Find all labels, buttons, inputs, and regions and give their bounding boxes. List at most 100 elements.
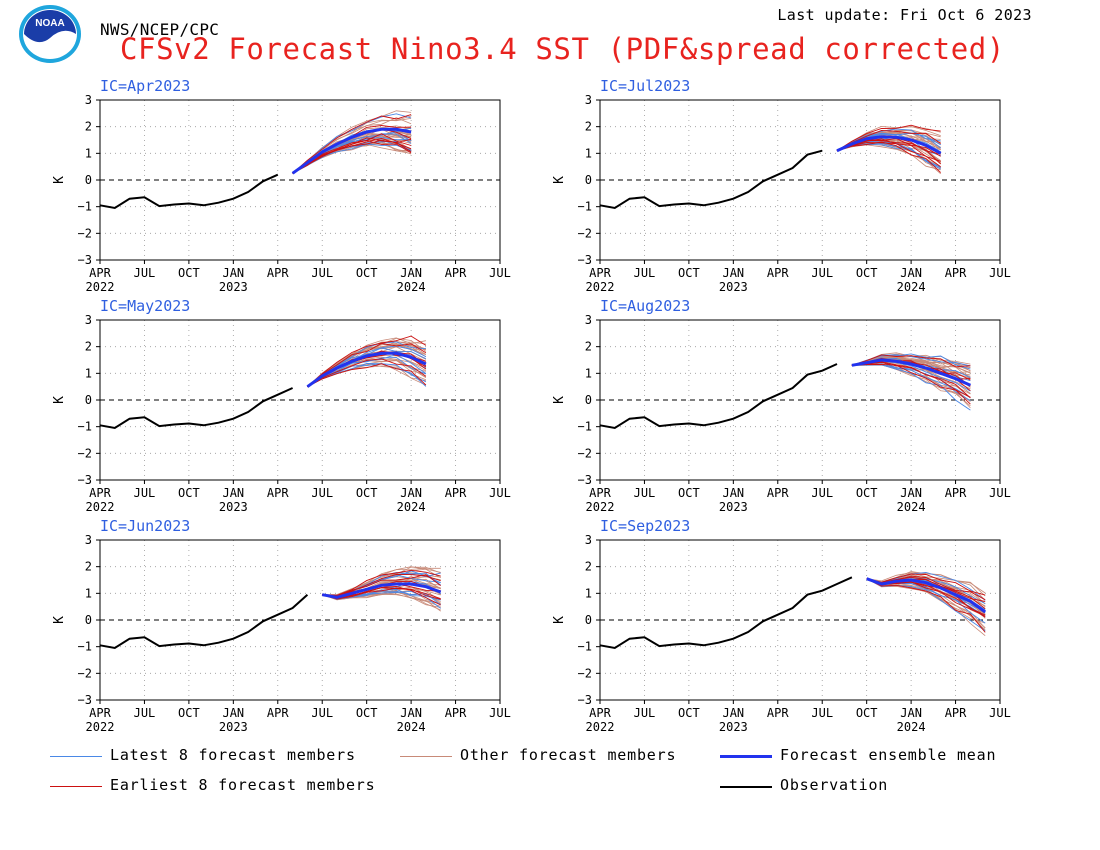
y-tick-label: −1: [78, 420, 92, 434]
x-tick-label: APR: [589, 706, 611, 720]
x-year-label: 2024: [897, 280, 926, 294]
y-tick-label: −2: [578, 226, 592, 240]
x-tick-label: OCT: [856, 266, 878, 280]
x-year-label: 2022: [86, 720, 115, 734]
x-tick-label: APR: [445, 706, 467, 720]
x-tick-label: JAN: [722, 266, 744, 280]
x-tick-label: APR: [89, 706, 111, 720]
observation-line: [100, 388, 293, 428]
y-tick-label: 3: [85, 313, 92, 327]
y-tick-label: 1: [585, 146, 592, 160]
observation-line: [100, 595, 307, 648]
x-tick-label: JUL: [989, 266, 1011, 280]
x-year-label: 2023: [719, 500, 748, 514]
y-tick-label: 1: [585, 586, 592, 600]
y-tick-label: 3: [585, 533, 592, 547]
y-tick-label: −1: [578, 640, 592, 654]
panel-1: 3 2 1 0 −1 −2 −3 K APR JUL OCT JAN APR JUL OCT JAN APR JU…: [52, 77, 511, 294]
y-tick-label: 1: [585, 366, 592, 380]
x-tick-label: JUL: [489, 486, 511, 500]
x-tick-label: JUL: [811, 706, 833, 720]
x-tick-label: OCT: [356, 706, 378, 720]
x-tick-label: OCT: [678, 706, 700, 720]
x-year-label: 2023: [719, 720, 748, 734]
x-tick-label: JUL: [311, 486, 333, 500]
x-year-label: 2024: [397, 720, 426, 734]
x-year-label: 2023: [219, 720, 248, 734]
y-tick-label: −1: [578, 420, 592, 434]
panel-ic-label: IC=Aug2023: [600, 297, 690, 315]
plume-panels: 3 2 1 0 −1 −2 −3 K APR JUL OCT JAN APR JUL OCT JAN APR JU…: [0, 0, 1100, 850]
legend-label-latest: Latest 8 forecast members: [110, 746, 356, 764]
legend-swatch-observation: [720, 786, 772, 788]
x-tick-label: APR: [767, 266, 789, 280]
y-tick-label: 0: [585, 393, 592, 407]
y-tick-label: 2: [85, 120, 92, 134]
x-tick-label: JUL: [634, 266, 656, 280]
x-year-label: 2023: [719, 280, 748, 294]
y-tick-label: −2: [78, 226, 92, 240]
x-tick-label: JAN: [900, 266, 922, 280]
legend-label-other: Other forecast members: [460, 746, 676, 764]
legend-swatch-other: [400, 756, 452, 757]
y-tick-label: 3: [585, 93, 592, 107]
x-year-label: 2024: [397, 280, 426, 294]
x-tick-label: JUL: [489, 266, 511, 280]
x-tick-label: APR: [267, 266, 289, 280]
x-tick-label: APR: [445, 266, 467, 280]
panel-2: 3210−1−2−3KAPR JUL OCT JAN APR JUL OCT JAN APR JU…: [552, 77, 1011, 294]
x-tick-label: APR: [767, 706, 789, 720]
x-tick-label: JUL: [134, 486, 156, 500]
x-tick-label: OCT: [678, 266, 700, 280]
x-tick-label: OCT: [178, 266, 200, 280]
panel-5: 3 2 1 0 −1 −2 −3 K APR JUL OCT JAN APR JUL OCT JAN APR JU…: [52, 517, 511, 734]
panel-ic-label: IC=Jun2023: [100, 517, 190, 535]
x-tick-label: OCT: [178, 706, 200, 720]
y-axis-label: K: [552, 396, 567, 404]
x-tick-label: APR: [945, 706, 967, 720]
y-tick-label: 1: [85, 366, 92, 380]
x-tick-label: APR: [89, 266, 111, 280]
member-line-latest: [293, 114, 412, 174]
legend: Latest 8 forecast members Other forecast…: [0, 740, 1100, 810]
y-tick-label: 0: [585, 613, 592, 627]
x-tick-label: APR: [945, 486, 967, 500]
x-tick-label: JUL: [989, 486, 1011, 500]
x-year-label: 2022: [586, 280, 615, 294]
legend-label-mean: Forecast ensemble mean: [780, 746, 996, 764]
x-tick-label: OCT: [356, 486, 378, 500]
x-tick-label: JUL: [989, 706, 1011, 720]
y-axis-label: K: [552, 616, 567, 624]
x-tick-label: APR: [945, 266, 967, 280]
observation-line: [600, 577, 852, 648]
y-tick-label: 0: [585, 173, 592, 187]
y-tick-label: 0: [85, 613, 92, 627]
y-tick-label: 0: [85, 393, 92, 407]
y-tick-label: 1: [85, 586, 92, 600]
x-tick-label: JAN: [400, 486, 422, 500]
y-tick-label: 3: [85, 93, 92, 107]
y-tick-label: 2: [85, 560, 92, 574]
panel-3: 3 2 1 0 −1 −2 −3 K APR JUL OCT JAN APR JUL OCT JAN APR JU…: [52, 297, 511, 514]
panel-ic-label: IC=May2023: [100, 297, 190, 315]
panel-ic-label: IC=Sep2023: [600, 517, 690, 535]
panel-6: 3 2 1 0 −1 −2 −3 K APR JUL OCT JAN APR JUL OCT JAN APR JU…: [552, 517, 1011, 734]
x-tick-label: JAN: [222, 266, 244, 280]
x-tick-label: JAN: [722, 486, 744, 500]
y-tick-label: 2: [585, 560, 592, 574]
legend-label-earliest: Earliest 8 forecast members: [110, 776, 375, 794]
x-tick-label: JAN: [900, 486, 922, 500]
x-year-label: 2023: [219, 500, 248, 514]
y-tick-label: −3: [578, 473, 592, 487]
x-year-label: 2024: [397, 500, 426, 514]
x-tick-label: OCT: [356, 266, 378, 280]
x-year-label: 2022: [86, 500, 115, 514]
y-tick-label: −2: [78, 446, 92, 460]
y-tick-label: −3: [78, 693, 92, 707]
y-tick-label: 1: [85, 146, 92, 160]
y-axis-label: K: [52, 176, 67, 184]
y-tick-label: −3: [78, 253, 92, 267]
x-tick-label: JUL: [634, 486, 656, 500]
y-tick-label: 2: [585, 120, 592, 134]
panel-4: 3 2 1 0 −1 −2 −3 K APR JUL OCT JAN APR JUL OCT JAN APR JU…: [552, 297, 1011, 514]
